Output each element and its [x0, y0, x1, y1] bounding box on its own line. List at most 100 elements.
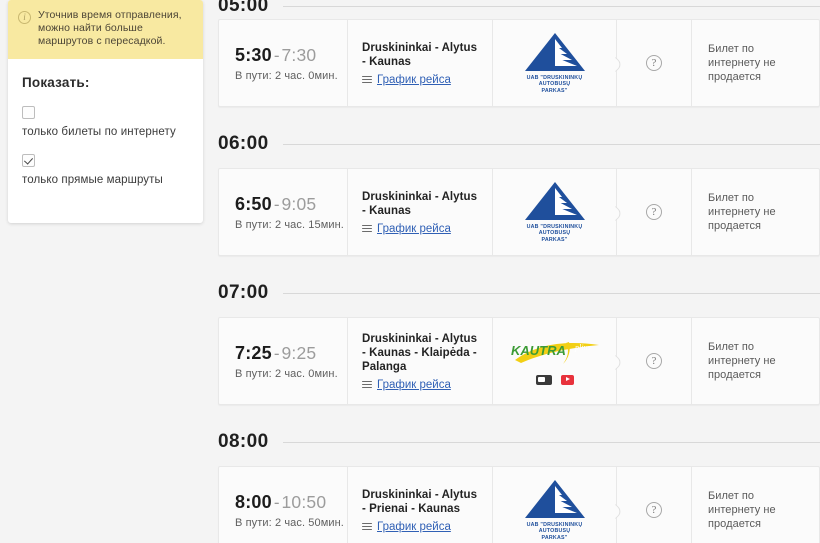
time-group-header-0700: 07:00 [218, 276, 820, 306]
question-mark-icon[interactable]: ? [646, 502, 662, 518]
carrier-logo-text: UAB "DRUSKININKŲ AUTOBUSŲ PARKAS" [527, 224, 583, 244]
carrier-logo-line-3: PARKAS" [541, 87, 568, 94]
trip-time-column: 7:25-9:25 В пути: 2 час. 0мин. [219, 318, 348, 404]
trip-row[interactable]: 7:25-9:25 В пути: 2 час. 0мин. Druskinin… [218, 317, 820, 405]
filters-panel: Показать: только билеты по интернету тол… [8, 59, 203, 220]
wifi-icon [535, 374, 552, 385]
results-list: 05:00 5:30-7:30 В пути: 2 час. 0мин. Dru… [218, 0, 820, 543]
trip-time-column: 6:50-9:05 В пути: 2 час. 15мин. [219, 169, 348, 255]
route-name: Druskininkai - Alytus - Kaunas [362, 41, 478, 68]
filter-label-online-tickets: только билеты по интернету [22, 126, 176, 138]
carrier-logo-line-2: AUTOBUSŲ [538, 528, 571, 535]
druskininku-autobusu-parkas-logo: UAB "DRUSKININKŲ AUTOBUSŲ PARKAS" [524, 181, 586, 244]
route-name: Druskininkai - Alytus - Prienai - Kaunas [362, 488, 478, 515]
trip-duration: В пути: 2 час. 50мин. [235, 516, 344, 529]
time-group-header-0800: 08:00 [218, 425, 820, 455]
filter-online-tickets-only[interactable]: только билеты по интернету [22, 106, 189, 139]
trip-note-column: Билет по интернету не продается [692, 318, 819, 404]
question-mark-icon[interactable]: ? [646, 353, 662, 369]
trip-row[interactable]: 5:30-7:30 В пути: 2 час. 0мин. Druskinin… [218, 19, 820, 107]
transfer-hint-notice: i Уточнив время отправления, можно найти… [8, 0, 203, 59]
trip-note-column: Билет по интернету не продается [692, 169, 819, 255]
time-group-label: 07:00 [218, 282, 269, 303]
carrier-logo-line-3: PARKAS" [541, 534, 568, 541]
filter-direct-routes-only[interactable]: только прямые маршруты [22, 154, 189, 187]
list-icon [362, 75, 372, 84]
route-name: Druskininkai - Alytus - Kaunas [362, 190, 478, 217]
ticket-availability-note: Билет по интернету не продается [708, 192, 776, 232]
trip-help-column[interactable]: ? [617, 467, 692, 543]
kautra-logo: KAUTRA plius [507, 338, 603, 385]
filters-title: Показать: [22, 75, 90, 90]
trip-route-column: Druskininkai - Alytus - Kaunas График ре… [348, 20, 493, 106]
carrier-logo-line-3: PARKAS" [541, 236, 568, 243]
trip-row[interactable]: 8:00-10:50 В пути: 2 час. 50мин. Druskin… [218, 466, 820, 543]
question-mark-icon[interactable]: ? [646, 55, 662, 71]
checkbox-direct-routes[interactable] [22, 154, 35, 167]
arrival-time: 10:50 [281, 491, 327, 512]
schedule-link-label: График рейса [377, 378, 451, 391]
schedule-link[interactable]: График рейса [362, 379, 482, 391]
arrival-time: 9:05 [281, 193, 317, 214]
time-group-rule [282, 5, 820, 7]
carrier-logo-line-1: UAB "DRUSKININKŲ [526, 74, 583, 81]
carrier-logo-line-2: AUTOBUSŲ [538, 81, 571, 88]
video-icon [560, 374, 574, 385]
time-group-rule [282, 292, 820, 294]
trip-help-column[interactable]: ? [617, 169, 692, 255]
time-group-rule [282, 441, 820, 443]
kautra-plus-word: plius [574, 343, 591, 352]
ticket-availability-note: Билет по интернету не продается [708, 341, 776, 381]
logo-mark [524, 181, 585, 220]
trip-duration: В пути: 2 час. 0мин. [235, 367, 338, 380]
druskininku-autobusu-parkas-logo: UAB "DRUSKININKŲ AUTOBUSŲ PARKAS" [524, 479, 586, 542]
checkbox-online-tickets[interactable] [22, 106, 35, 119]
logo-mark [524, 32, 585, 71]
time-dash: - [273, 492, 280, 512]
question-mark-icon[interactable]: ? [646, 204, 662, 220]
trip-time-column: 8:00-10:50 В пути: 2 час. 50мин. [219, 467, 348, 543]
arrival-time: 9:25 [281, 342, 317, 363]
carrier-logo-text: UAB "DRUSKININKŲ AUTOBUSŲ PARKAS" [527, 522, 583, 542]
carrier-logo-column: UAB "DRUSKININKŲ AUTOBUSŲ PARKAS" [493, 169, 617, 255]
departure-time: 5:30 [235, 44, 272, 65]
kautra-wordmark: KAUTRA [511, 343, 566, 358]
info-icon: i [18, 11, 31, 24]
carrier-logo-column: KAUTRA plius [493, 318, 617, 404]
time-dash: - [273, 45, 280, 65]
route-name: Druskininkai - Alytus - Kaunas - Klaipėd… [362, 332, 478, 373]
logo-mark [524, 479, 585, 518]
time-dash: - [273, 343, 280, 363]
trip-help-column[interactable]: ? [617, 20, 692, 106]
departure-time: 7:25 [235, 342, 272, 363]
trip-row[interactable]: 6:50-9:05 В пути: 2 час. 15мин. Druskini… [218, 168, 820, 256]
carrier-logo-line-2: AUTOBUSŲ [538, 230, 571, 237]
list-icon [362, 380, 372, 389]
schedule-link[interactable]: График рейса [362, 74, 482, 86]
trip-times: 8:00-10:50 [235, 492, 335, 513]
carrier-logo-line-1: UAB "DRUSKININKŲ [526, 223, 583, 230]
time-group-label: 05:00 [218, 0, 269, 16]
logo-mark: KAUTRA plius [511, 341, 599, 364]
schedule-link-label: График рейса [377, 73, 451, 86]
schedule-link[interactable]: График рейса [362, 521, 482, 533]
trip-times: 5:30-7:30 [235, 45, 335, 66]
trip-help-column[interactable]: ? [617, 318, 692, 404]
list-icon [362, 224, 372, 233]
amenities-row [535, 374, 574, 385]
trip-route-column: Druskininkai - Alytus - Prienai - Kaunas… [348, 467, 493, 543]
time-group-label: 06:00 [218, 133, 269, 154]
departure-time: 8:00 [235, 491, 272, 512]
departure-time: 6:50 [235, 193, 272, 214]
carrier-logo-column: UAB "DRUSKININKŲ AUTOBUSŲ PARKAS" [493, 467, 617, 543]
carrier-logo-line-1: UAB "DRUSKININKŲ [526, 521, 583, 528]
time-group-rule [282, 143, 820, 145]
schedule-link[interactable]: График рейса [362, 223, 482, 235]
ticket-availability-note: Билет по интернету не продается [708, 490, 776, 530]
trip-times: 6:50-9:05 [235, 194, 335, 215]
filter-label-direct-routes: только прямые маршруты [22, 174, 163, 186]
trip-note-column: Билет по интернету не продается [692, 20, 819, 106]
time-group-label: 08:00 [218, 431, 269, 452]
time-dash: - [273, 194, 280, 214]
schedule-link-label: График рейса [377, 520, 451, 533]
